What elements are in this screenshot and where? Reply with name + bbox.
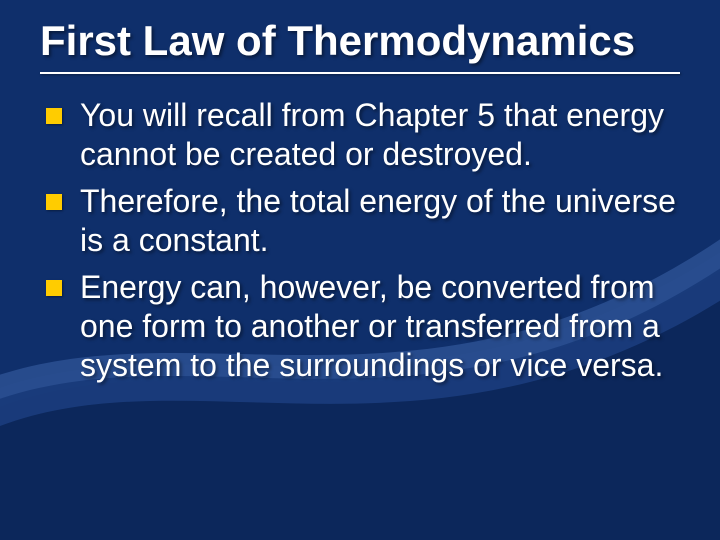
square-bullet-icon	[46, 280, 62, 296]
slide-title: First Law of Thermodynamics	[40, 18, 680, 64]
bullet-item: Energy can, however, be converted from o…	[80, 268, 680, 385]
bullet-text: Therefore, the total energy of the unive…	[80, 183, 676, 258]
bullet-item: You will recall from Chapter 5 that ener…	[80, 96, 680, 174]
bullet-item: Therefore, the total energy of the unive…	[80, 182, 680, 260]
slide: First Law of Thermodynamics You will rec…	[0, 0, 720, 540]
bullet-text: Energy can, however, be converted from o…	[80, 269, 663, 383]
square-bullet-icon	[46, 108, 62, 124]
bullet-text: You will recall from Chapter 5 that ener…	[80, 97, 664, 172]
bullet-list: You will recall from Chapter 5 that ener…	[40, 96, 680, 385]
title-underline	[40, 72, 680, 74]
square-bullet-icon	[46, 194, 62, 210]
